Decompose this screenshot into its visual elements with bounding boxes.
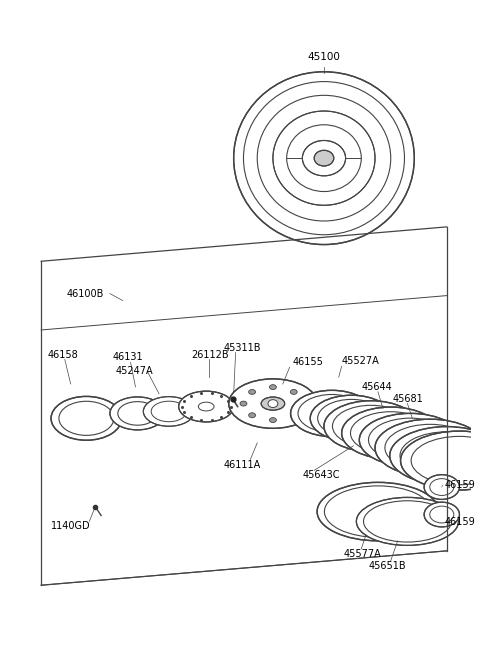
Ellipse shape [342,407,440,459]
Ellipse shape [360,413,461,466]
Ellipse shape [269,384,276,390]
Text: 46155: 46155 [293,358,324,367]
Ellipse shape [424,475,459,499]
Text: 45643C: 45643C [302,470,340,480]
Ellipse shape [268,400,278,407]
Ellipse shape [317,482,439,541]
Ellipse shape [424,502,459,527]
Ellipse shape [234,72,414,245]
Ellipse shape [314,150,334,166]
Ellipse shape [240,401,247,406]
Ellipse shape [400,431,480,490]
Text: 46131: 46131 [113,352,144,363]
Text: 45311B: 45311B [224,342,261,353]
Ellipse shape [261,397,285,410]
Ellipse shape [273,111,375,205]
Ellipse shape [249,390,255,394]
Text: 45527A: 45527A [342,356,379,367]
Ellipse shape [144,397,194,426]
Text: 45651B: 45651B [368,561,406,571]
Ellipse shape [302,140,346,176]
Ellipse shape [299,401,306,406]
Text: 45644: 45644 [361,382,392,392]
Ellipse shape [179,391,234,422]
Text: 45577A: 45577A [344,549,382,559]
Ellipse shape [249,413,255,418]
Text: 46111A: 46111A [224,461,261,470]
Ellipse shape [269,418,276,422]
Ellipse shape [390,426,480,485]
Ellipse shape [324,401,418,451]
Ellipse shape [290,390,373,436]
Text: 46100B: 46100B [67,289,104,298]
Text: 26112B: 26112B [192,350,229,359]
Ellipse shape [375,419,480,476]
Ellipse shape [290,390,297,394]
Text: 46159: 46159 [445,480,476,490]
Text: 45681: 45681 [393,394,423,403]
Ellipse shape [110,397,165,430]
Text: 45247A: 45247A [116,366,154,376]
Ellipse shape [229,379,317,428]
Text: 46159: 46159 [445,518,476,527]
Text: 1140GD: 1140GD [51,522,91,531]
Ellipse shape [51,396,122,440]
Ellipse shape [310,395,393,441]
Ellipse shape [356,497,458,545]
Text: 45100: 45100 [308,52,340,62]
Ellipse shape [290,413,297,418]
Text: 46158: 46158 [47,350,78,359]
